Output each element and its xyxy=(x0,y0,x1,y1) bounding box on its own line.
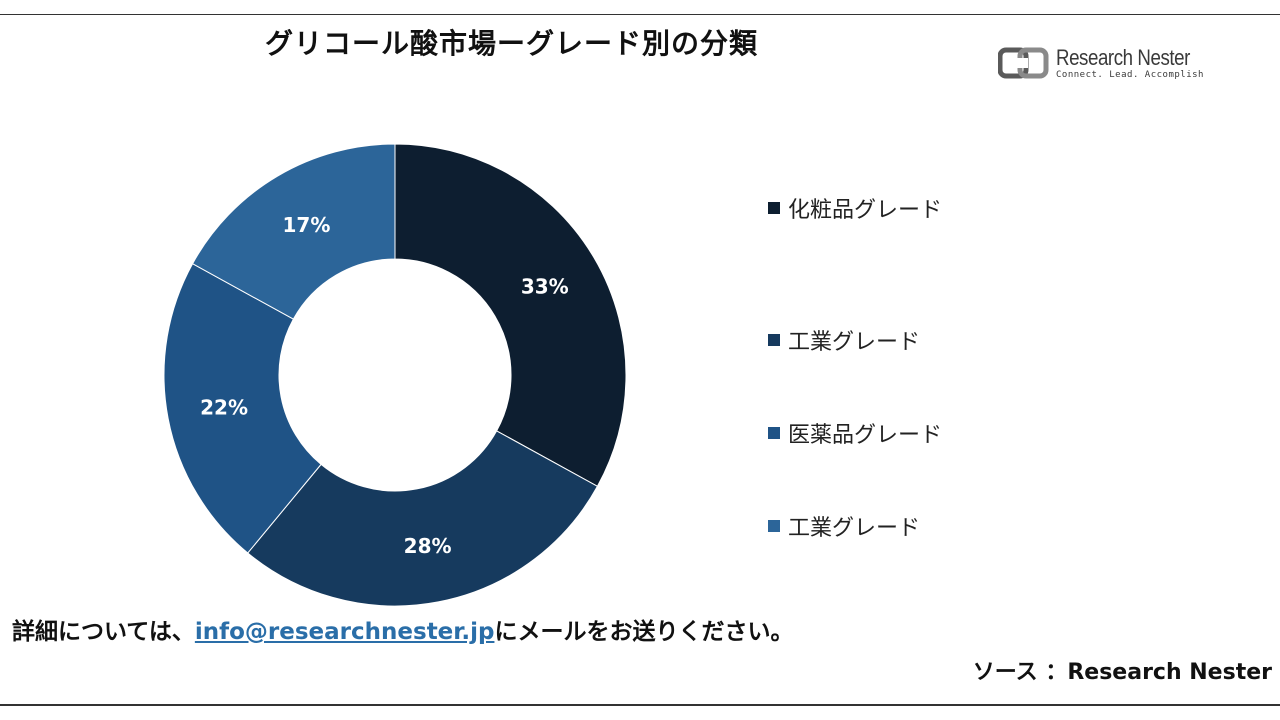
slice-value-label: 28% xyxy=(404,534,452,558)
slice-value-label: 33% xyxy=(521,274,569,298)
bottom-rule xyxy=(0,704,1280,706)
legend-label: 化粧品グレード xyxy=(788,198,943,223)
chart-title: グリコール酸市場ーグレード別の分類 xyxy=(265,27,759,60)
contact-note: 詳細については、info@researchnester.jpにメールをお送りくだ… xyxy=(12,612,793,646)
contact-suffix: にメールをお送りください。 xyxy=(494,619,794,645)
donut-slice xyxy=(394,143,627,487)
legend-swatch xyxy=(768,202,780,214)
research-nester-logo: Research Nester Connect. Lead. Accomplis… xyxy=(998,46,1214,80)
donut-slice xyxy=(163,263,322,554)
legend-swatch xyxy=(768,426,780,439)
source-credit: ソース ：Research Nester xyxy=(972,660,1272,685)
top-rule xyxy=(0,14,1280,15)
donut-slice xyxy=(247,430,599,607)
slice-value-label: 22% xyxy=(200,396,248,420)
legend-item: 化粧品グレード xyxy=(768,192,942,224)
legend-swatch xyxy=(768,333,780,346)
legend-item: 医薬品グレード xyxy=(768,386,942,479)
donut-chart: 33% 28% 22% 17% xyxy=(150,130,640,620)
legend-label: 工業グレード xyxy=(788,515,921,541)
logo-tagline: Connect. Lead. Accomplish xyxy=(1056,69,1204,80)
legend: 化粧品グレード 工業グレード 医薬品グレード 工業グレード xyxy=(768,192,942,572)
legend-item: 工業グレード xyxy=(768,479,942,572)
contact-email-link[interactable]: info@researchnester.jp xyxy=(194,619,495,645)
legend-item: 工業グレード xyxy=(768,293,942,386)
legend-swatch xyxy=(768,519,780,532)
contact-prefix: 詳細については、 xyxy=(12,619,195,645)
donut-slice xyxy=(191,143,396,320)
legend-label: 工業グレード xyxy=(788,329,921,355)
donut-chart-svg: 33% 28% 22% 17% xyxy=(163,143,627,607)
legend-label: 医薬品グレード xyxy=(788,422,943,448)
logo-name: Research Nester xyxy=(1056,44,1190,70)
slice-value-label: 17% xyxy=(282,213,330,237)
logo-mark-icon xyxy=(998,47,1049,79)
